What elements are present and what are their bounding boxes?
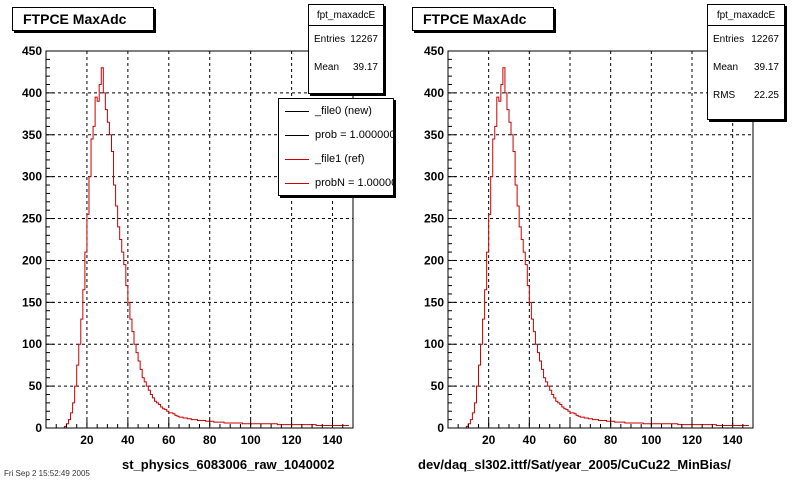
x-tick-label: 120 — [282, 433, 302, 447]
left-stats-entries: Entries 12267 — [314, 34, 378, 45]
left-stats-mean: Mean 39.17 — [314, 62, 378, 73]
y-tick-label: 400 — [22, 86, 42, 100]
legend-entry-file1: _file1 (ref) — [279, 147, 393, 171]
x-tick-label: 140 — [723, 433, 743, 447]
legend-line-icon — [285, 183, 309, 184]
x-tick-label: 20 — [80, 433, 94, 447]
right-title: FTPCE MaxAdc — [412, 7, 554, 31]
legend-entry-probn: probN = 1.000000 — [279, 171, 393, 195]
y-tick-label: 150 — [424, 295, 444, 309]
y-tick-label: 200 — [424, 253, 444, 267]
right-x-axis-title: dev/daq_sl302.ittf/Sat/year_2005/CuCu22_… — [418, 457, 731, 472]
x-tick-label: 20 — [482, 433, 496, 447]
y-tick-label: 350 — [424, 128, 444, 142]
right-stats-entries: Entries 12267 — [713, 34, 779, 45]
x-tick-label: 80 — [604, 433, 618, 447]
histogram-series — [46, 67, 349, 429]
x-tick-label: 100 — [641, 433, 661, 447]
x-tick-label: 40 — [121, 433, 135, 447]
x-tick-label: 80 — [203, 433, 217, 447]
y-tick-label: 400 — [424, 86, 444, 100]
y-tick-label: 0 — [437, 421, 444, 435]
histogram-series — [448, 67, 749, 429]
y-tick-label: 100 — [22, 337, 42, 351]
y-tick-label: 150 — [22, 295, 42, 309]
y-tick-label: 300 — [424, 170, 444, 184]
right-histogram: 0 50 100 150 200 250 300 350 400 450 20 40 60 80 100 12… — [424, 44, 754, 447]
legend-line-icon — [285, 111, 309, 112]
x-tick-label: 60 — [162, 433, 176, 447]
x-tick-label: 40 — [523, 433, 537, 447]
legend-entry-prob: prob = 1.000000 — [279, 123, 393, 147]
y-tick-label: 0 — [35, 421, 42, 435]
right-stats-mean: Mean 39.17 — [713, 62, 779, 73]
y-tick-label: 100 — [424, 337, 444, 351]
legend-entry-file0: _file0 (new) — [279, 99, 393, 123]
y-tick-label: 250 — [22, 212, 42, 226]
y-tick-label: 200 — [22, 253, 42, 267]
left-title: FTPCE MaxAdc — [12, 7, 154, 31]
y-tick-label: 50 — [29, 379, 43, 393]
y-tick-label: 50 — [431, 379, 445, 393]
left-stats-box: fpt_maxadcE Entries 12267 Mean 39.17 — [308, 4, 384, 94]
x-tick-label: 60 — [563, 433, 577, 447]
right-stats-rms: RMS 22.25 — [713, 90, 779, 101]
y-tick-label: 450 — [22, 44, 42, 58]
y-tick-label: 250 — [424, 212, 444, 226]
legend-line-icon — [285, 159, 309, 160]
y-tick-label: 450 — [424, 44, 444, 58]
timestamp-footer: Fri Sep 2 15:52:49 2005 — [4, 469, 90, 478]
x-tick-label: 100 — [241, 433, 261, 447]
x-tick-label: 120 — [682, 433, 702, 447]
right-stats-box: fpt_maxadcE Entries 12267 Mean 39.17 RMS 22… — [707, 4, 785, 120]
left-x-axis-title: st_physics_6083006_raw_1040002 — [122, 457, 335, 472]
y-tick-label: 350 — [22, 128, 42, 142]
left-legend: _file0 (new) prob = 1.000000 _file1 (ref… — [278, 98, 394, 196]
left-stats-name: fpt_maxadcE — [309, 5, 383, 26]
right-stats-name: fpt_maxadcE — [708, 5, 784, 26]
legend-line-icon — [285, 135, 309, 136]
y-tick-label: 300 — [22, 170, 42, 184]
x-tick-label: 140 — [323, 433, 343, 447]
